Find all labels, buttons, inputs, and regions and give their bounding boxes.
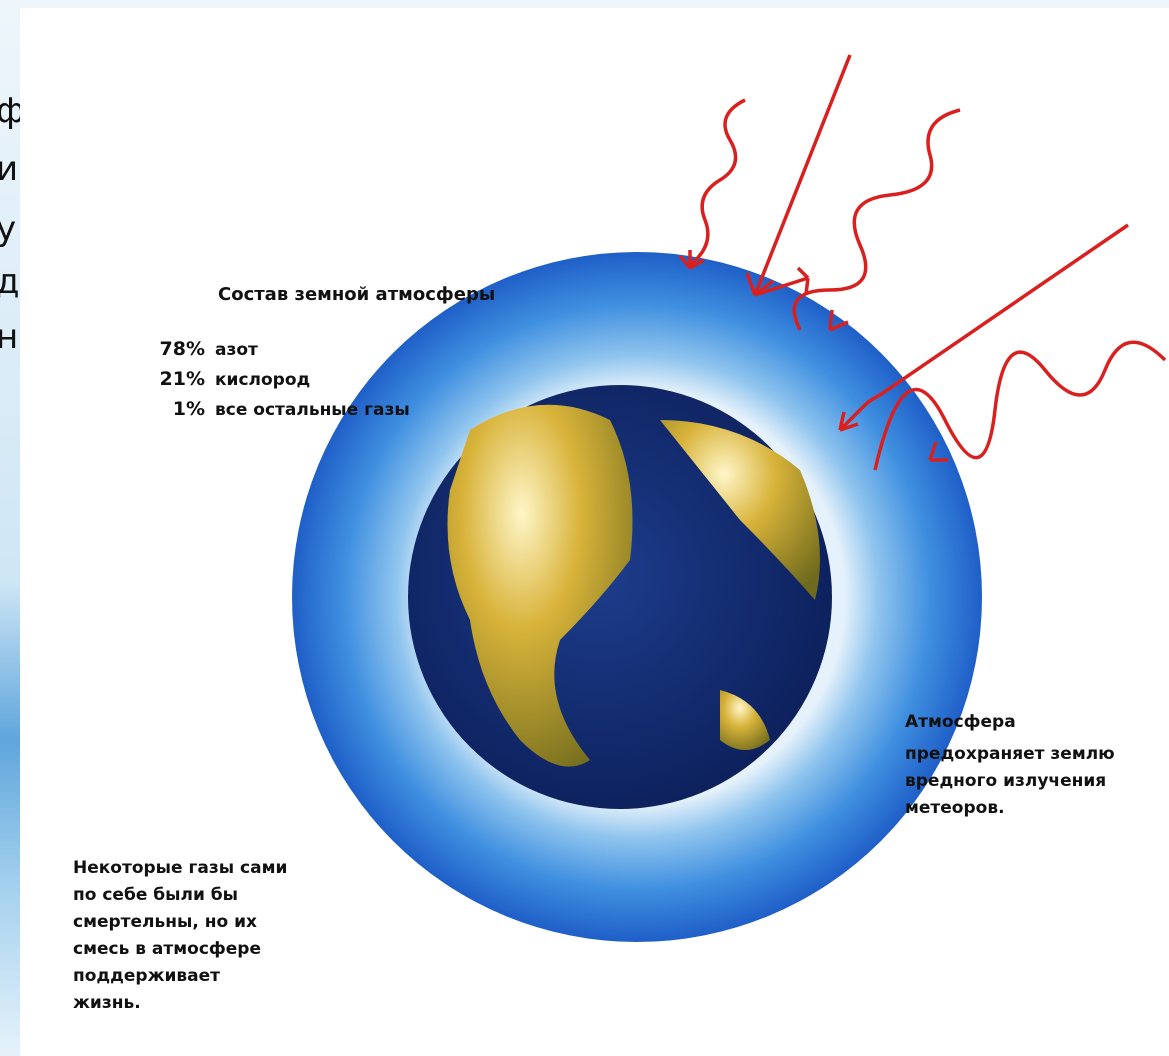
text-fragment: д <box>0 262 20 302</box>
note-line: Атмосфера <box>905 712 1016 732</box>
note-line: смесь в атмосфере <box>73 939 261 959</box>
note-line: предохраняет землю <box>905 744 1115 764</box>
gas: азот <box>215 340 258 360</box>
gas: кислород <box>215 370 310 390</box>
continents <box>447 404 820 767</box>
protection-note: Атмосфера предохраняет землю вредного из… <box>905 712 1115 818</box>
composition-list: 78% азот 21% кислород 1% все остальные г… <box>160 338 410 420</box>
text-fragment: у <box>0 209 16 249</box>
text-fragment: н <box>0 317 18 357</box>
note-line: Некоторые газы сами <box>73 858 287 878</box>
share: 78% <box>160 338 205 360</box>
gases-note: Некоторые газы сами по себе были бы смер… <box>73 858 287 1013</box>
text-fragment: и <box>0 149 18 189</box>
share: 21% <box>160 368 205 390</box>
radiation-arrows <box>678 54 1167 471</box>
note-line: метеоров. <box>905 798 1005 818</box>
gas: все остальные газы <box>215 400 410 420</box>
note-line: жизнь. <box>73 993 141 1013</box>
note-line: смертельны, но их <box>73 912 257 932</box>
note-line: поддерживает <box>73 966 220 986</box>
note-line: по себе были бы <box>73 885 238 905</box>
share: 1% <box>173 398 205 420</box>
note-line: вредного излучения <box>905 771 1106 791</box>
composition-title: Состав земной атмосферы <box>218 284 495 305</box>
